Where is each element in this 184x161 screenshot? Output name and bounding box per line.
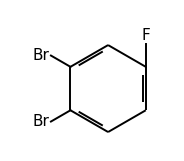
Text: Br: Br xyxy=(32,48,49,63)
Text: Br: Br xyxy=(32,114,49,129)
Text: F: F xyxy=(141,28,150,43)
